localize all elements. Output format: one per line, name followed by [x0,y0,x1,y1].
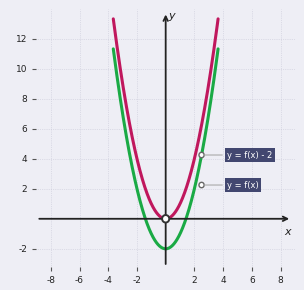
Circle shape [162,215,169,222]
Text: x: x [284,227,291,237]
Circle shape [199,152,204,158]
Text: y = f(x) - 2: y = f(x) - 2 [204,151,273,160]
Text: y = f(x): y = f(x) [204,180,259,190]
Text: y: y [168,11,175,21]
Circle shape [199,182,204,188]
